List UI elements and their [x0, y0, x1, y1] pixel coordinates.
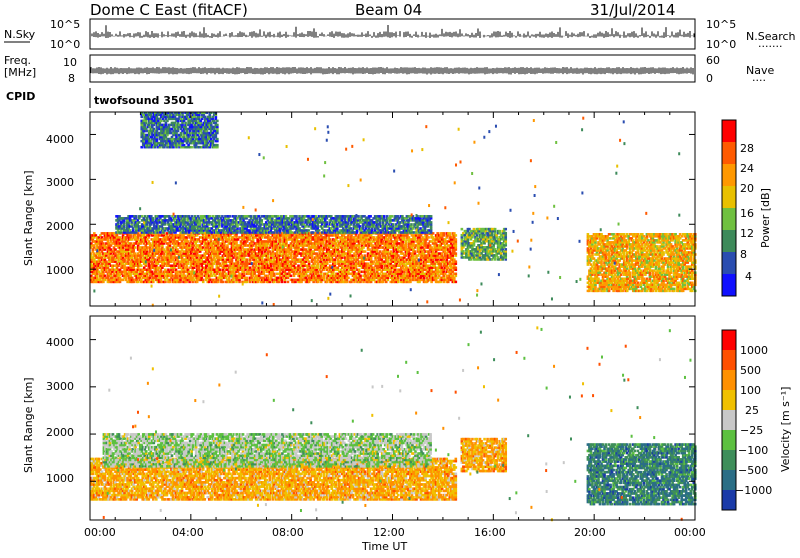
cpid-program: twofsound 3501 — [94, 94, 194, 107]
power-echo-cell — [222, 281, 225, 284]
date-title: 31/Jul/2014 — [590, 1, 675, 19]
freq-panel: Freq. [MHz] 10 8 60 0 Nave ···· — [4, 54, 774, 87]
cpid-panel: CPID twofsound 3501 — [6, 88, 194, 108]
freq-left-tick-bottom: 8 — [68, 72, 75, 85]
power-echo-cell — [134, 246, 137, 249]
noise-left-tick-top: 10^5 — [50, 18, 80, 31]
power-echo-cell — [347, 277, 350, 280]
noise-right-tick-bottom: 10^0 — [706, 38, 736, 51]
freq-right-tick-top: 60 — [706, 54, 720, 67]
power-echo-cell — [246, 277, 249, 280]
power-echo-cell — [219, 269, 222, 272]
power-echo-cell — [427, 236, 430, 239]
freq-left-label-2: [MHz] — [4, 66, 36, 79]
power-echo-cell — [364, 250, 367, 253]
power-echo-cell — [166, 232, 169, 235]
power-echo-cell — [359, 275, 362, 278]
power-echo-cell — [364, 254, 367, 257]
power-echo-cell — [287, 281, 290, 284]
freq-right-tick-bottom: 0 — [706, 72, 713, 85]
power-echo-cell — [290, 275, 293, 278]
noise-left-tick-bottom: 10^0 — [50, 38, 80, 51]
power-echo-cell — [246, 258, 249, 261]
freq-right-dots: ···· — [752, 74, 766, 87]
beam-title: Beam 04 — [355, 1, 422, 19]
noise-left-label: N.Sky — [4, 28, 36, 41]
power-echo-cell — [308, 260, 311, 263]
power-echo-cell — [273, 273, 276, 276]
cpid-label: CPID — [6, 90, 35, 103]
noise-right-dots: ······· — [758, 40, 782, 53]
power-echo-cell — [202, 279, 205, 282]
power-panel: Slant Range [km] 4000 3000 2000 1000 28 … — [22, 112, 772, 307]
noise-right-tick-top: 10^5 — [706, 18, 736, 31]
power-echoes — [90, 112, 697, 307]
station-title: Dome C East (fitACF) — [90, 1, 248, 19]
noise-panel: N.Sky 10^5 10^0 10^5 10^0 N.Search ·····… — [4, 18, 796, 53]
noise-trace — [90, 22, 694, 48]
power-echo-cell — [414, 250, 417, 253]
freq-trace — [91, 67, 693, 74]
freq-left-tick-top: 10 — [63, 56, 77, 69]
